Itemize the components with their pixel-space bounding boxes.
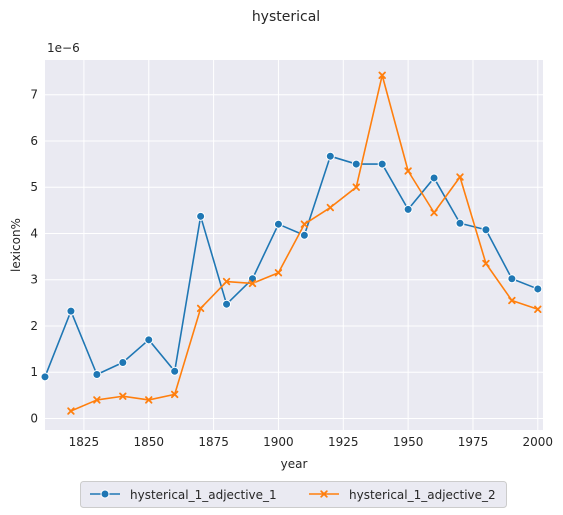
data-point-series-1 — [299, 230, 309, 240]
data-point-series-1 — [403, 204, 413, 214]
data-point-series-1 — [273, 219, 283, 229]
data-point-series-2 — [67, 407, 75, 415]
data-point-series-1 — [66, 306, 76, 316]
data-point-series-1 — [144, 335, 154, 345]
legend: hysterical_1_adjective_1 hysterical_1_ad… — [80, 481, 507, 508]
data-point-series-2 — [300, 220, 309, 228]
data-point-series-2 — [482, 259, 490, 268]
data-point-series-1 — [325, 151, 335, 161]
chart-title: hysterical — [252, 9, 320, 25]
y-tick-label: 3 — [30, 273, 38, 287]
data-point-series-2 — [145, 396, 153, 404]
data-point-series-2 — [170, 390, 179, 399]
legend-marker-series-1 — [100, 489, 110, 499]
x-axis-label: year — [281, 457, 308, 471]
legend-box — [80, 481, 507, 508]
data-point-series-2 — [352, 183, 360, 191]
data-point-series-1 — [196, 211, 206, 221]
x-tick-label: 1850 — [133, 435, 164, 449]
x-tick-label: 1925 — [328, 435, 359, 449]
data-point-series-2 — [534, 305, 542, 313]
data-point-series-2 — [508, 296, 516, 305]
data-point-series-2 — [326, 203, 335, 212]
x-tick-label: 1875 — [198, 435, 229, 449]
x-tick-label: 1900 — [263, 435, 294, 449]
y-tick-label: 4 — [30, 226, 38, 240]
y-tick-label: 6 — [30, 134, 38, 148]
data-point-series-2 — [274, 269, 283, 277]
data-point-series-2 — [404, 167, 412, 175]
y-tick-labels: 0 1 2 3 4 5 6 7 — [30, 88, 38, 426]
data-point-series-1 — [377, 159, 387, 169]
data-point-series-2 — [248, 279, 257, 288]
y-tick-label: 1 — [30, 365, 38, 379]
data-point-series-1 — [429, 173, 439, 183]
legend-marker-series-2 — [320, 490, 328, 498]
data-point-series-1 — [351, 159, 361, 169]
series-markers — [40, 71, 543, 415]
y-tick-label: 5 — [30, 180, 38, 194]
data-point-series-2 — [430, 208, 438, 217]
data-point-series-1 — [533, 284, 543, 294]
x-tick-labels: 1825 1850 1875 1900 1925 1950 1975 2000 — [69, 435, 553, 449]
y-tick-label: 2 — [30, 319, 38, 333]
data-point-series-2 — [378, 71, 386, 79]
data-point-series-2 — [119, 392, 127, 400]
data-point-series-1 — [92, 370, 102, 379]
data-point-series-1 — [455, 218, 465, 228]
legend-items — [90, 489, 339, 499]
y-tick-label: 7 — [30, 88, 38, 102]
x-tick-label: 1825 — [69, 435, 100, 449]
legend-label-series-1: hysterical_1_adjective_1 — [130, 488, 277, 502]
data-point-series-2 — [222, 277, 231, 286]
data-point-series-1 — [481, 225, 491, 235]
data-point-series-1 — [118, 357, 128, 367]
data-point-series-1 — [170, 366, 180, 376]
data-point-series-2 — [93, 396, 101, 404]
y-offset-label: 1e−6 — [47, 41, 80, 55]
x-tick-label: 2000 — [523, 435, 554, 449]
data-point-series-2 — [456, 173, 464, 181]
data-point-series-1 — [222, 299, 232, 309]
y-axis-label: lexicon% — [9, 218, 23, 272]
grid — [45, 60, 543, 430]
legend-label-series-2: hysterical_1_adjective_2 — [349, 488, 496, 502]
data-point-series-1 — [507, 274, 517, 284]
y-tick-label: 0 — [30, 411, 38, 425]
x-tick-label: 1950 — [393, 435, 424, 449]
x-tick-label: 1975 — [458, 435, 489, 449]
data-point-series-1 — [40, 372, 50, 382]
data-point-series-2 — [196, 304, 205, 313]
series-line-1 — [44, 155, 539, 378]
